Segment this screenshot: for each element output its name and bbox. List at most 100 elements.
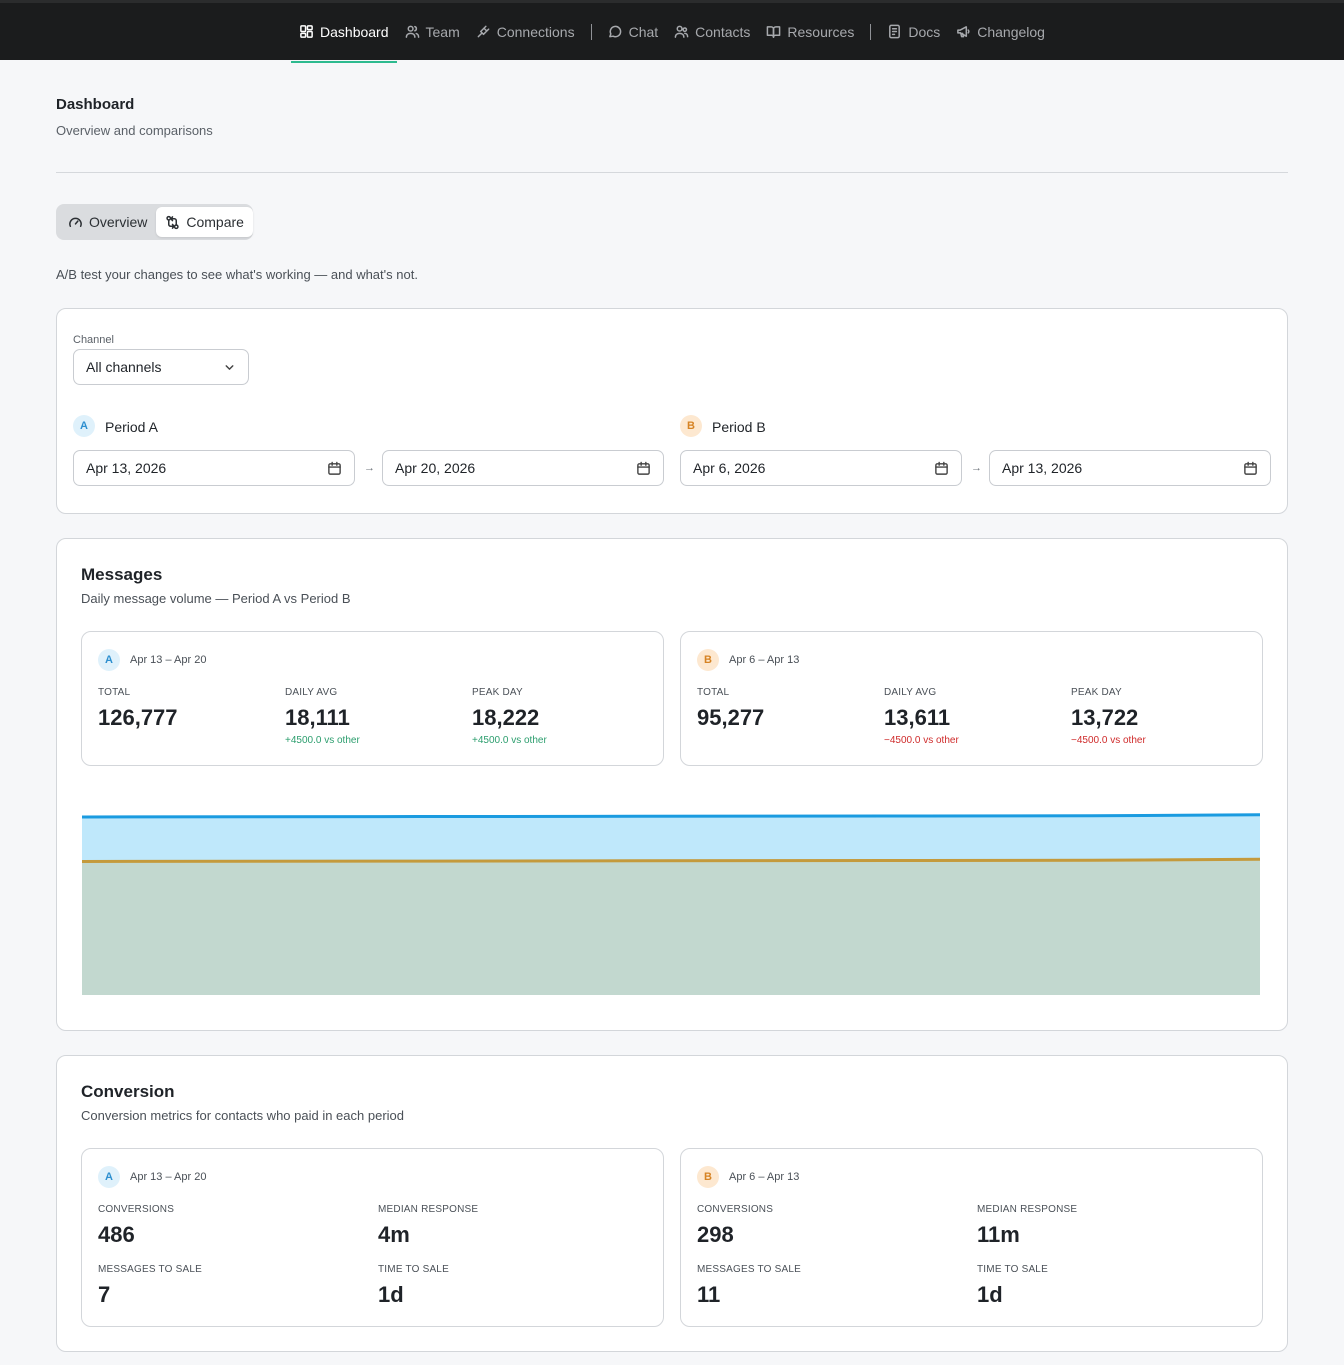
period-a-start-date[interactable]: Apr 13, 2026: [73, 450, 355, 486]
nav-item-chat[interactable]: Chat: [600, 3, 667, 60]
peak-day-value: 13,722: [1071, 705, 1139, 730]
period-a-badge: A: [98, 649, 120, 671]
series-0-line: [81, 813, 1261, 819]
channel-label: Channel: [73, 334, 114, 346]
nav-item-label: Changelog: [977, 23, 1045, 40]
total-value: 95,277: [697, 705, 765, 730]
nav-divider: [590, 23, 592, 40]
nav-item-changelog[interactable]: Changelog: [948, 3, 1053, 60]
messages-card: Messages Daily message volume — Period A…: [56, 538, 1288, 1031]
conversions-label: CONVERSIONS: [697, 1204, 774, 1215]
period-range: Apr 13 – Apr 20: [130, 1171, 207, 1183]
channel-select[interactable]: All channels: [73, 349, 249, 385]
calendar-icon: [935, 461, 948, 475]
daily-avg-label: DAILY AVG: [285, 687, 338, 698]
tab-overview[interactable]: Overview: [59, 207, 156, 237]
calendar-icon: [1244, 461, 1257, 475]
nav-item-docs[interactable]: Docs: [879, 3, 948, 60]
messages-area-chart: [81, 813, 1261, 995]
messages-to-sale-value: 7: [98, 1282, 111, 1307]
nav-item-connections[interactable]: Connections: [468, 3, 583, 60]
period-b-start-date[interactable]: Apr 6, 2026: [680, 450, 962, 486]
tab-compare[interactable]: Compare: [156, 207, 253, 237]
conversion-period-b-card: B Apr 6 – Apr 13 CONVERSIONS 298 MEDIAN …: [680, 1148, 1263, 1327]
dashboard-icon: [300, 25, 313, 38]
median-response-label: MEDIAN RESPONSE: [977, 1204, 1078, 1215]
nav-item-label: Contacts: [695, 23, 751, 40]
period-b-badge: B: [697, 1166, 719, 1188]
median-response-value: 4m: [378, 1222, 410, 1247]
conversion-card: Conversion Conversion metrics for contac…: [56, 1055, 1288, 1352]
time-to-sale-label: TIME TO SALE: [977, 1264, 1048, 1275]
period-a-label: Period A: [105, 419, 158, 435]
channel-select-value: All channels: [86, 359, 162, 375]
daily-avg-label: DAILY AVG: [884, 687, 937, 698]
date-value: Apr 20, 2026: [395, 460, 476, 476]
messages-period-b-card: B Apr 6 – Apr 13 TOTAL 95,277 DAILY AVG …: [680, 631, 1263, 766]
period-range: Apr 6 – Apr 13: [729, 1171, 800, 1183]
peak-day-value: 18,222: [472, 705, 540, 730]
contacts-icon: [674, 25, 689, 38]
period-b-end-date[interactable]: Apr 13, 2026: [989, 450, 1271, 486]
nav-item-label: Connections: [496, 23, 575, 40]
total-label: TOTAL: [98, 687, 131, 698]
nav-item-dashboard[interactable]: Dashboard: [291, 3, 397, 63]
nav-item-label: Dashboard: [320, 23, 389, 40]
conversions-value: 298: [697, 1222, 734, 1247]
series-1-area: [82, 859, 1260, 995]
conversions-label: CONVERSIONS: [98, 1204, 175, 1215]
period-a-badge: A: [98, 1166, 120, 1188]
total-label: TOTAL: [697, 687, 730, 698]
date-range-arrow: →: [971, 462, 982, 474]
calendar-icon: [328, 461, 341, 475]
nav-item-label: Resources: [787, 23, 855, 40]
header-divider: [56, 172, 1288, 173]
top-navigation: Dashboard Team Connections Chat Contacts…: [0, 0, 1344, 63]
nav-item-resources[interactable]: Resources: [758, 3, 862, 60]
peak-day-delta: +4500.0 vs other: [472, 735, 547, 746]
period-a-badge: A: [73, 415, 95, 437]
compare-icon: [166, 215, 180, 229]
messages-title: Messages: [81, 565, 163, 584]
nav-item-team[interactable]: Team: [397, 3, 468, 60]
conversion-title: Conversion: [81, 1082, 175, 1101]
period-b-badge: B: [697, 649, 719, 671]
time-to-sale-value: 1d: [378, 1282, 404, 1307]
chat-icon: [608, 25, 621, 38]
megaphone-icon: [957, 26, 970, 38]
conversions-value: 486: [98, 1222, 135, 1247]
time-to-sale-value: 1d: [977, 1282, 1003, 1307]
messages-period-a-card: A Apr 13 – Apr 20 TOTAL 126,777 DAILY AV…: [81, 631, 664, 766]
chevron-down-icon: [225, 365, 234, 370]
date-value: Apr 6, 2026: [693, 460, 766, 476]
plug-icon: [477, 25, 490, 38]
period-b-label: Period B: [712, 419, 766, 435]
median-response-value: 11m: [977, 1222, 1020, 1247]
date-value: Apr 13, 2026: [1002, 460, 1083, 476]
daily-avg-value: 18,111: [285, 705, 350, 730]
date-value: Apr 13, 2026: [86, 460, 167, 476]
peak-day-label: PEAK DAY: [472, 687, 523, 698]
daily-avg-delta: −4500.0 vs other: [884, 735, 959, 746]
period-a-end-date[interactable]: Apr 20, 2026: [382, 450, 664, 486]
tab-label: Compare: [186, 214, 244, 230]
nav-item-contacts[interactable]: Contacts: [666, 3, 758, 60]
view-toggle: Overview Compare: [56, 204, 253, 240]
nav-divider: [870, 23, 872, 40]
docs-icon: [889, 24, 901, 39]
page-title: Dashboard: [56, 96, 135, 113]
peak-day-label: PEAK DAY: [1071, 687, 1122, 698]
ab-test-description: A/B test your changes to see what's work…: [56, 267, 418, 282]
time-to-sale-label: TIME TO SALE: [378, 1264, 449, 1275]
nav-items: Dashboard Team Connections Chat Contacts…: [0, 3, 1344, 63]
conversion-subtitle: Conversion metrics for contacts who paid…: [81, 1108, 404, 1123]
messages-subtitle: Daily message volume — Period A vs Perio…: [81, 591, 351, 606]
daily-avg-value: 13,611: [884, 705, 951, 730]
nav-item-label: Docs: [908, 23, 941, 40]
team-icon: [405, 25, 419, 38]
gauge-icon: [69, 217, 82, 227]
calendar-icon: [637, 461, 650, 475]
messages-to-sale-label: MESSAGES TO SALE: [98, 1264, 202, 1275]
peak-day-delta: −4500.0 vs other: [1071, 735, 1146, 746]
messages-to-sale-label: MESSAGES TO SALE: [697, 1264, 801, 1275]
